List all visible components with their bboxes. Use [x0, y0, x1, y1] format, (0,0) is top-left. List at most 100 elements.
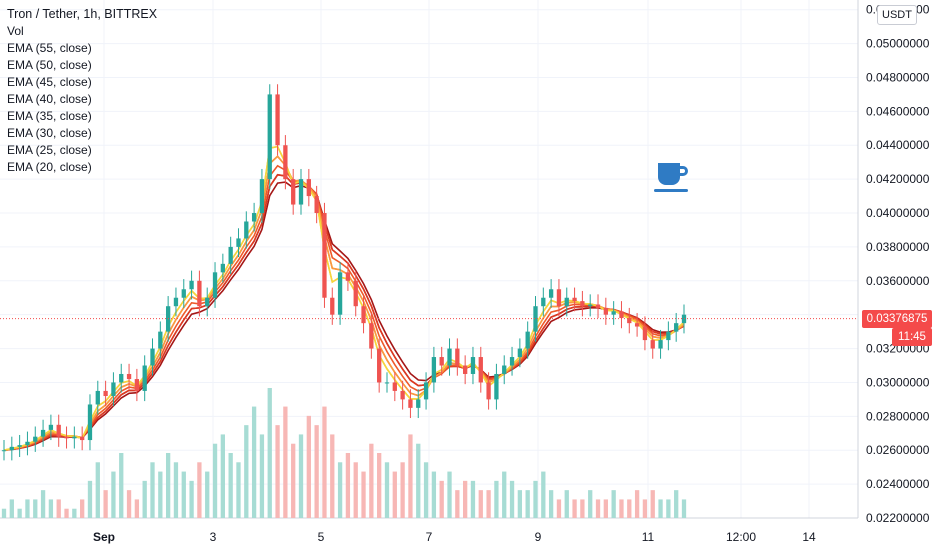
- ema-40-line: [3, 164, 685, 451]
- candle-body: [478, 357, 483, 383]
- candle-body: [291, 179, 296, 205]
- candle-body: [306, 179, 311, 197]
- symbol-title[interactable]: Tron / Tether, 1h, BITTREX: [7, 7, 158, 21]
- volume-bar: [291, 443, 296, 518]
- volume-bar: [361, 471, 366, 518]
- legend-ema-40[interactable]: EMA (40, close): [7, 92, 92, 106]
- y-tick-label: 0.05000000: [866, 37, 930, 51]
- last-price-label: 0.03376875: [862, 309, 932, 328]
- candle-body: [416, 399, 421, 408]
- candle-body: [470, 357, 476, 374]
- volume-bar: [173, 462, 179, 518]
- legend-ema-35[interactable]: EMA (35, close): [7, 109, 92, 123]
- candle-body: [580, 301, 585, 307]
- legend-ema-30[interactable]: EMA (30, close): [7, 126, 92, 140]
- volume-bar: [119, 453, 124, 518]
- y-tick-label: 0.04400000: [866, 138, 930, 152]
- candle-body: [408, 399, 413, 408]
- candle-body: [533, 306, 538, 332]
- volume-bar: [298, 434, 304, 518]
- candle-body: [384, 382, 390, 384]
- candle-body: [236, 238, 241, 247]
- candle-body: [64, 436, 69, 439]
- candle-body: [658, 340, 663, 349]
- volume-bar: [463, 480, 468, 518]
- volume-bar: [384, 462, 390, 518]
- candle-body: [283, 145, 288, 180]
- chart-legend: Tron / Tether, 1h, BITTREX Vol EMA (55, …: [7, 6, 157, 176]
- volume-bar: [150, 462, 155, 518]
- candle-body: [564, 297, 569, 307]
- volume-bar: [33, 499, 38, 518]
- y-tick-label: 0.02800000: [866, 409, 930, 423]
- x-tick-label: 12:00: [726, 530, 756, 544]
- volume-bar: [322, 406, 327, 518]
- candle-body: [72, 436, 77, 439]
- candle-body: [275, 94, 280, 146]
- candle-body: [337, 272, 343, 315]
- volume-bar: [502, 471, 507, 518]
- candle-body: [119, 373, 124, 383]
- volume-bar: [142, 480, 147, 518]
- volume-bar: [541, 471, 546, 518]
- candle-body: [548, 289, 554, 298]
- candle-body: [572, 297, 577, 302]
- candle-body: [95, 390, 100, 405]
- volume-bar: [642, 499, 648, 518]
- legend-ema-20[interactable]: EMA (20, close): [7, 160, 92, 174]
- volume-bar: [158, 471, 163, 518]
- volume-bar: [197, 462, 202, 518]
- y-tick-label: 0.03800000: [866, 240, 930, 254]
- volume-bar: [658, 499, 663, 518]
- candle-body: [197, 280, 202, 307]
- volume-bar: [244, 425, 249, 518]
- candle-body: [400, 390, 405, 400]
- candle-body: [126, 373, 132, 380]
- volume-bar: [165, 453, 171, 518]
- candle-body: [33, 436, 38, 442]
- candle-body: [17, 445, 22, 447]
- x-tick-label: 11: [642, 530, 655, 544]
- candle-body: [619, 311, 624, 319]
- candle-body: [80, 436, 85, 441]
- candle-body: [455, 348, 460, 366]
- volume-bar: [25, 499, 30, 518]
- candle-body: [439, 357, 444, 366]
- candle-body: [205, 297, 210, 307]
- volume-bar: [236, 462, 241, 518]
- volume-bar: [603, 499, 608, 518]
- currency-button[interactable]: USDT: [877, 5, 917, 25]
- candle-body: [103, 390, 108, 397]
- legend-vol[interactable]: Vol: [7, 24, 24, 38]
- volume-bar: [533, 480, 538, 518]
- candle-body: [603, 307, 608, 315]
- legend-ema-55[interactable]: EMA (55, close): [7, 41, 92, 55]
- candle-body: [595, 304, 601, 308]
- candle-body: [486, 382, 491, 400]
- volume-bar: [650, 490, 655, 518]
- candle-body: [353, 280, 358, 307]
- legend-ema-45[interactable]: EMA (45, close): [7, 75, 92, 89]
- candle-body: [525, 331, 530, 349]
- candle-body: [666, 331, 671, 341]
- candle-body: [25, 441, 30, 446]
- candle-body: [48, 424, 54, 430]
- volume-bar: [181, 471, 186, 518]
- legend-ema-25[interactable]: EMA (25, close): [7, 143, 92, 157]
- x-tick-label: Sep: [93, 530, 115, 544]
- volume-bar: [517, 490, 523, 518]
- legend-ema-50[interactable]: EMA (50, close): [7, 58, 92, 72]
- volume-bar: [416, 443, 421, 518]
- candle-body: [314, 196, 319, 214]
- candle-body: [650, 340, 655, 349]
- candle-body: [134, 379, 140, 391]
- candle-body: [361, 306, 366, 324]
- volume-bar: [40, 490, 46, 518]
- candle-body: [423, 382, 429, 400]
- candle-body: [392, 382, 397, 391]
- bar-countdown-label: 11:45: [892, 327, 932, 346]
- volume-bar: [95, 462, 100, 518]
- volume-bar: [314, 425, 319, 518]
- candle-body: [509, 357, 515, 366]
